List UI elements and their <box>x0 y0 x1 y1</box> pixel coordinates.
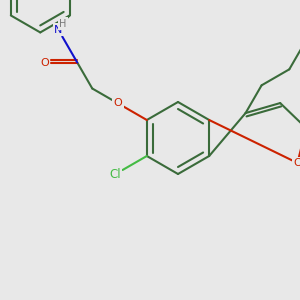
Text: O: O <box>114 98 123 109</box>
Text: Cl: Cl <box>109 168 121 181</box>
Text: O: O <box>40 58 49 68</box>
Text: O: O <box>293 158 300 168</box>
Text: N: N <box>54 25 62 34</box>
Text: H: H <box>59 19 67 28</box>
